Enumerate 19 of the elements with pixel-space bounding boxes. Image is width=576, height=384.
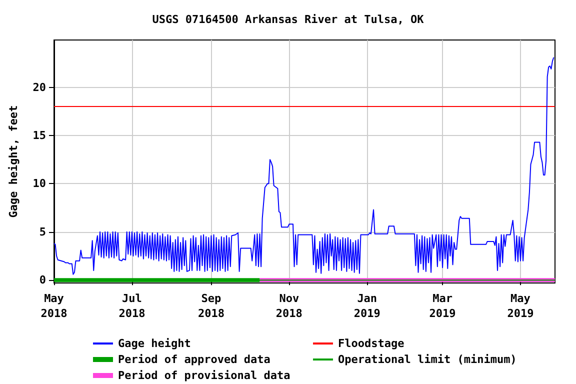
y-tick-label: 0 [39, 274, 46, 287]
x-tick-label: Nov 2018 [276, 292, 302, 320]
y-tick-label: 15 [32, 128, 46, 142]
x-tick-label: Mar 2019 [429, 292, 456, 320]
y-axis-title: Gage height, feet [7, 105, 20, 218]
legend-label: Period of approved data [118, 353, 270, 366]
legend-label: Gage height [118, 337, 191, 350]
x-tick-label: Jan 2019 [354, 292, 380, 320]
chart-title: USGS 07164500 Arkansas River at Tulsa, OK [152, 13, 424, 26]
x-tick-label: Jul 2018 [118, 292, 146, 320]
legend-label: Period of provisional data [118, 369, 290, 382]
y-tick-label: 5 [39, 225, 46, 238]
legend-label: Floodstage [338, 337, 405, 350]
x-tick-label: May 2018 [40, 292, 68, 320]
x-tick-label: May 2019 [507, 292, 534, 320]
legend-label: Operational limit (minimum) [338, 353, 517, 366]
y-tick-label: 20 [32, 80, 46, 94]
y-tick-label: 10 [32, 177, 46, 190]
x-tick-label: Sep 2018 [198, 292, 224, 320]
